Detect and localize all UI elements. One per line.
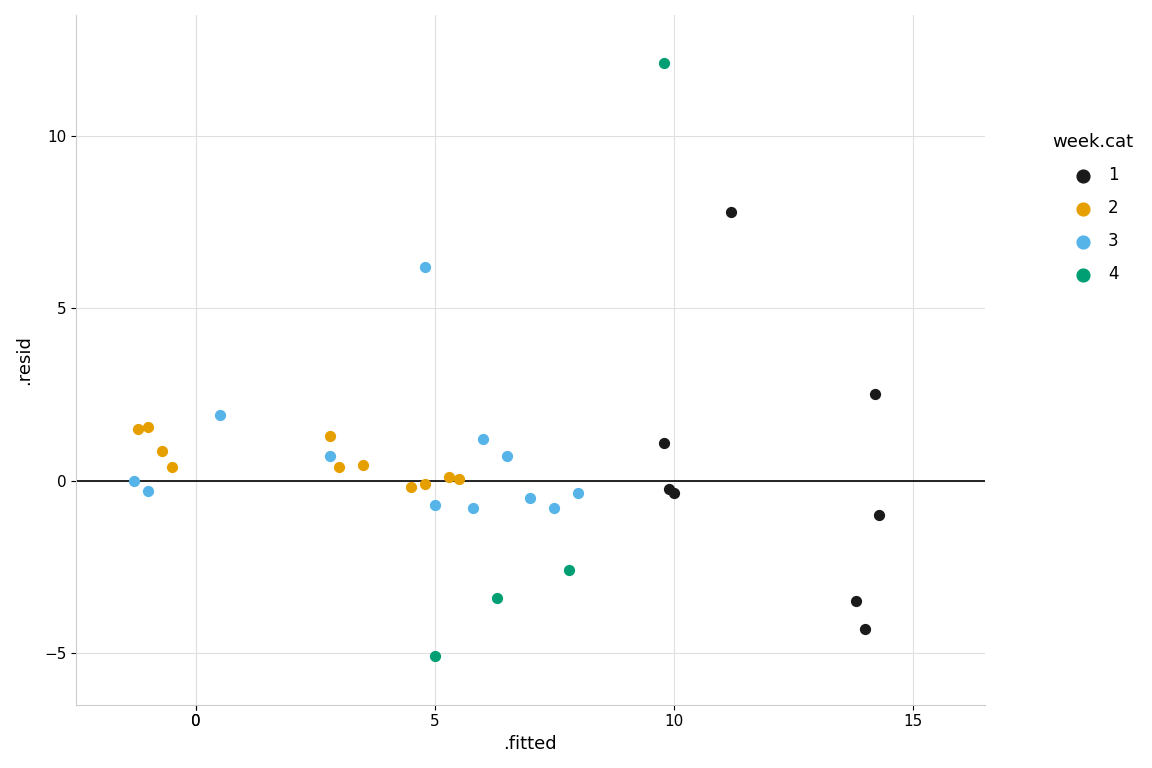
2 <box>440 471 458 483</box>
2 <box>449 472 468 485</box>
2 <box>329 461 348 473</box>
2 <box>129 422 147 435</box>
2 <box>153 445 172 458</box>
4 <box>560 564 578 576</box>
3 <box>425 498 444 511</box>
1 <box>665 486 683 498</box>
3 <box>211 409 229 421</box>
1 <box>660 483 679 495</box>
X-axis label: .fitted: .fitted <box>503 735 558 753</box>
2 <box>354 459 372 472</box>
4 <box>487 591 506 604</box>
2 <box>320 429 339 442</box>
2 <box>162 461 181 473</box>
4 <box>425 650 444 663</box>
1 <box>856 623 874 635</box>
Legend: 1, 2, 3, 4: 1, 2, 3, 4 <box>1045 127 1139 290</box>
3 <box>124 475 143 487</box>
3 <box>138 485 157 497</box>
3 <box>464 502 483 515</box>
2 <box>402 482 420 494</box>
3 <box>569 486 588 498</box>
1 <box>865 388 884 400</box>
3 <box>521 492 539 504</box>
3 <box>498 450 516 462</box>
Y-axis label: .resid: .resid <box>15 335 33 385</box>
3 <box>416 260 434 273</box>
3 <box>545 502 563 515</box>
1 <box>870 509 888 521</box>
1 <box>655 436 674 449</box>
1 <box>847 595 865 607</box>
3 <box>473 433 492 445</box>
2 <box>138 421 157 433</box>
3 <box>320 450 339 462</box>
4 <box>655 57 674 69</box>
1 <box>722 205 741 217</box>
2 <box>416 478 434 490</box>
